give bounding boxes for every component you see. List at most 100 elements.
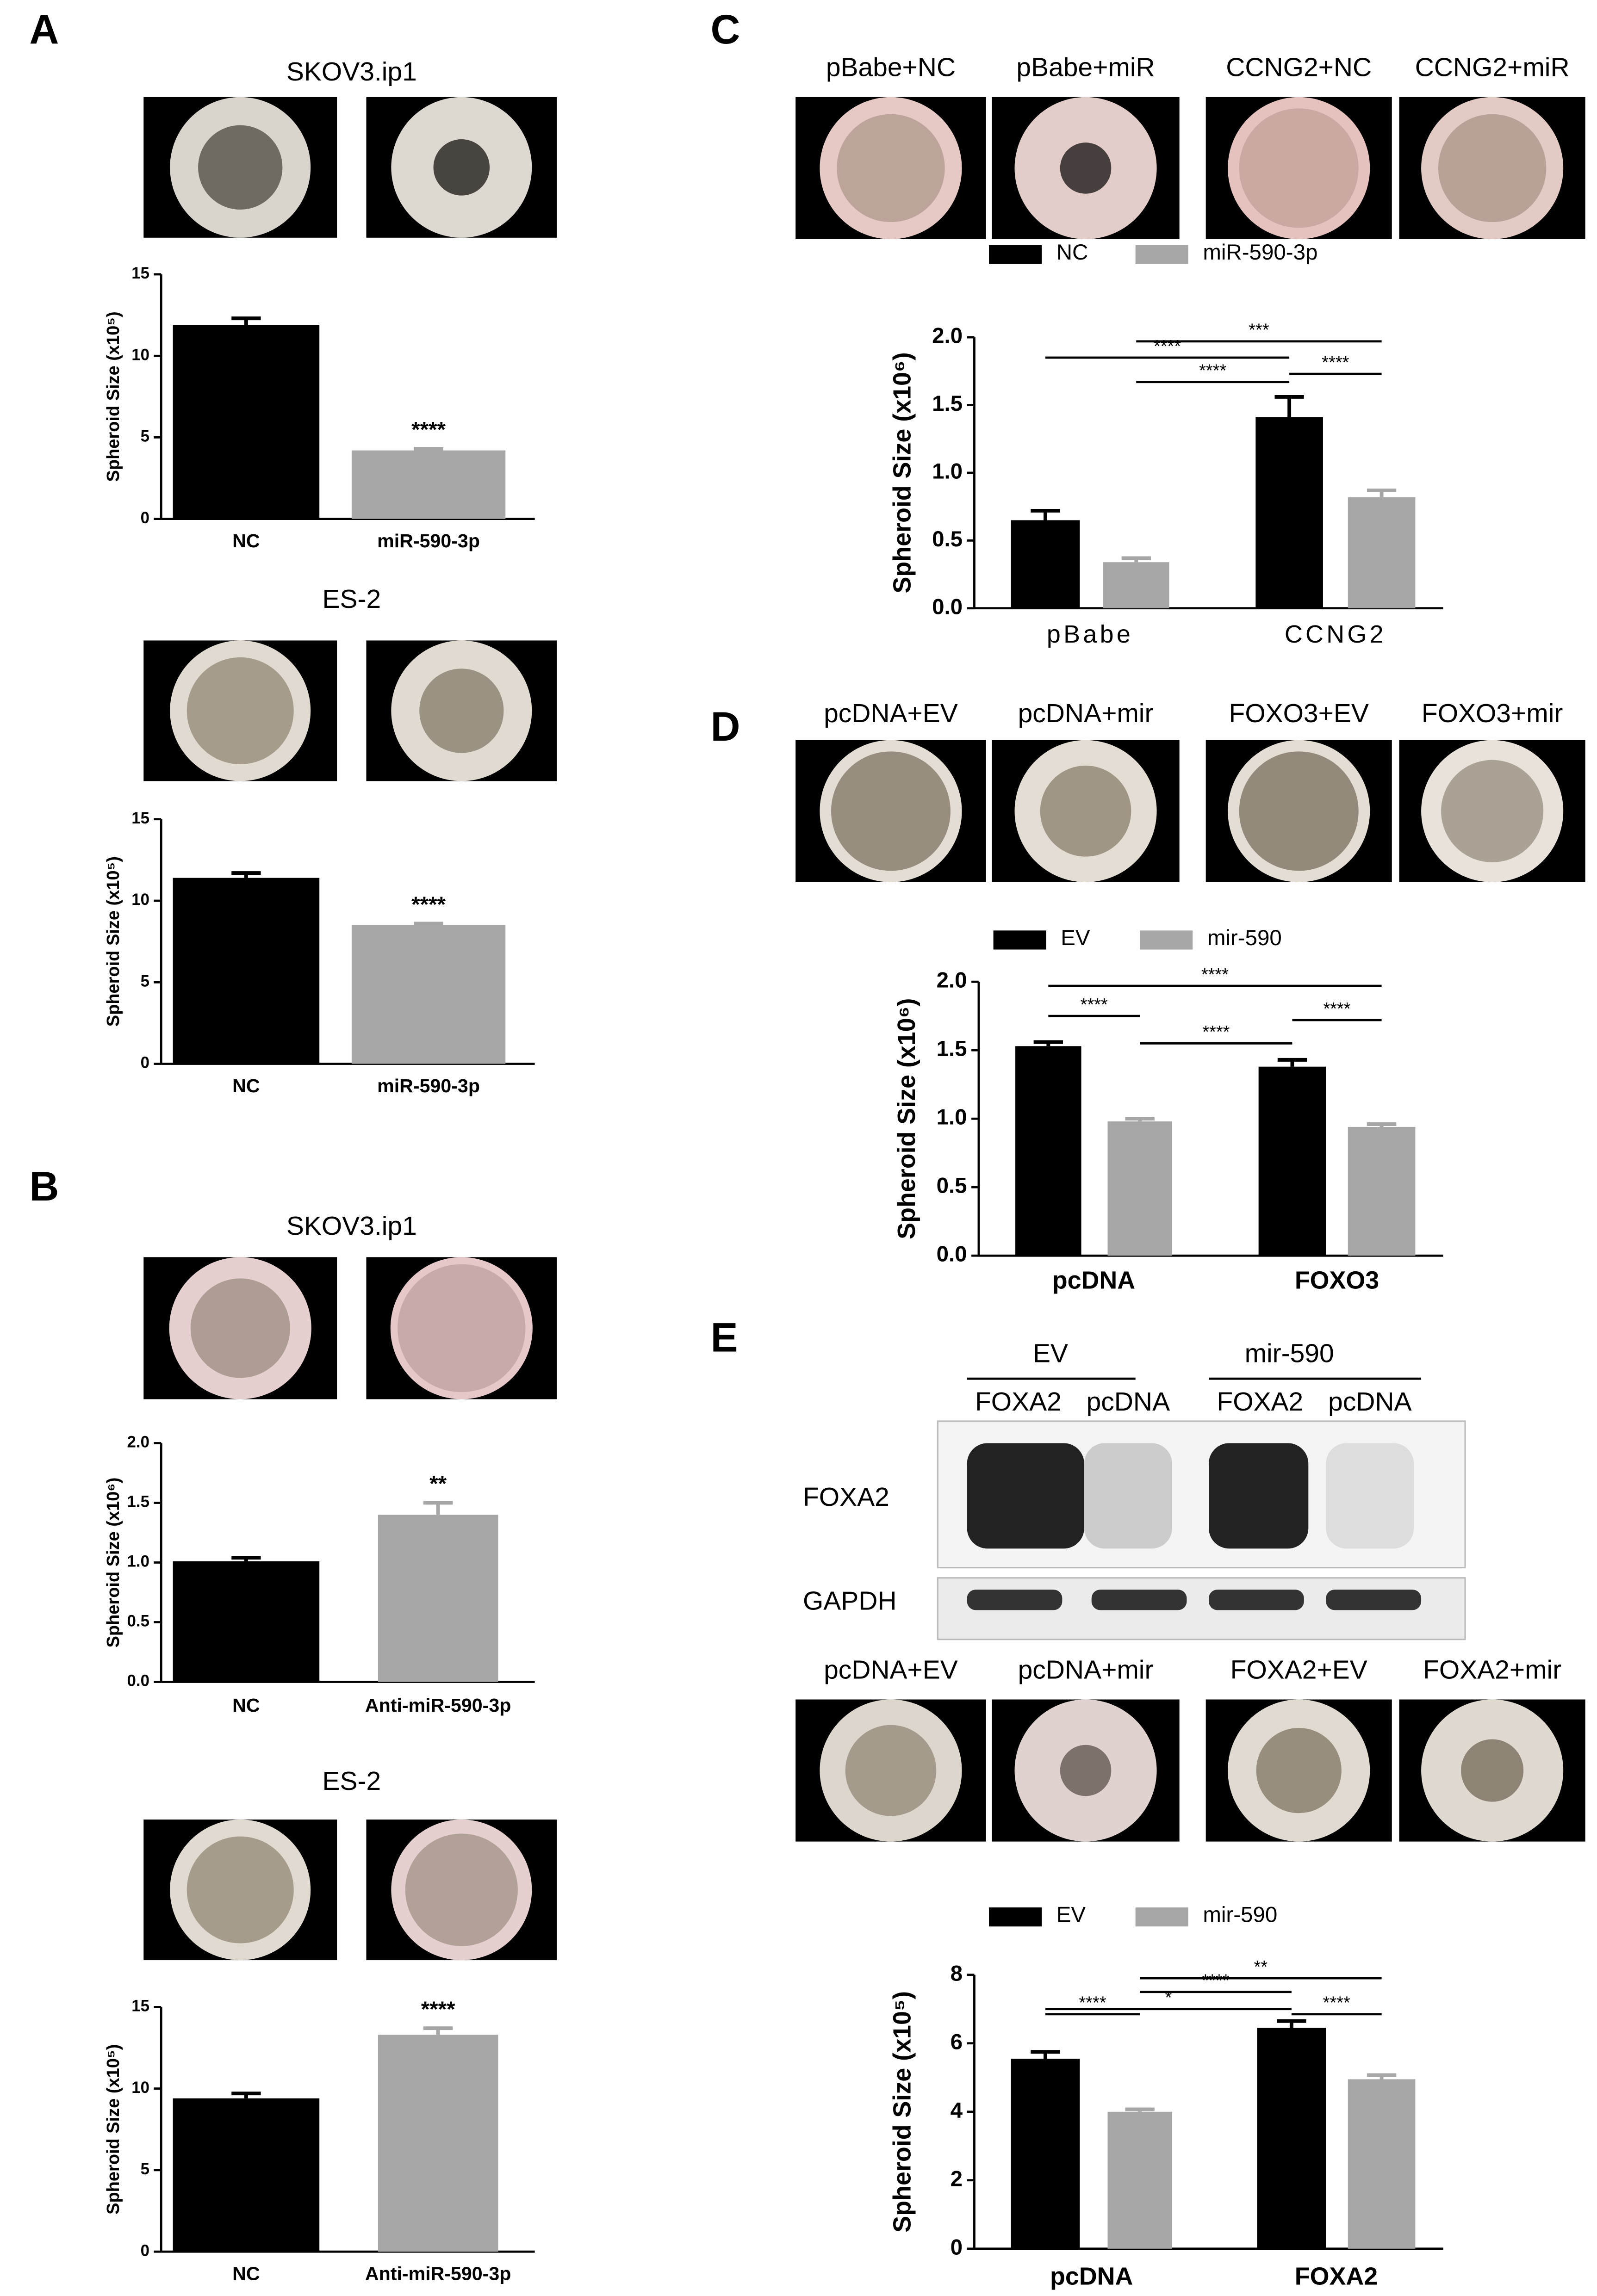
spheroid bbox=[186, 657, 294, 764]
y-tick-label: 0 bbox=[951, 2235, 963, 2259]
bar bbox=[1011, 520, 1080, 608]
significance: *** bbox=[1249, 321, 1269, 340]
y-tick-label: 2 bbox=[951, 2166, 963, 2191]
x-tick-label: pcDNA bbox=[1050, 2262, 1133, 2290]
error-bar bbox=[1031, 508, 1060, 520]
blot-lane: FOXA2 bbox=[975, 1387, 1062, 1417]
error-bar bbox=[1277, 1058, 1307, 1067]
bar bbox=[1348, 1126, 1416, 1256]
blot-lane: FOXA2 bbox=[1217, 1387, 1303, 1417]
band bbox=[1208, 1590, 1304, 1610]
y-tick-label: 0.5 bbox=[932, 527, 963, 551]
significance: * bbox=[1165, 1988, 1172, 2008]
spheroid bbox=[398, 1264, 526, 1392]
y-axis-label: Spheroid Size (x10⁵) bbox=[104, 311, 123, 482]
image-caption: FOXA2+EV bbox=[1230, 1655, 1367, 1684]
error-bar bbox=[1033, 1040, 1063, 1046]
bar bbox=[1015, 1046, 1081, 1256]
blot-lane: pcDNA bbox=[1087, 1387, 1170, 1417]
y-tick-label: 1.5 bbox=[127, 1493, 149, 1511]
image-caption: pcDNA+EV bbox=[824, 699, 958, 728]
y-tick-label: 0.0 bbox=[937, 1242, 967, 1267]
blot-lane: pcDNA bbox=[1328, 1387, 1411, 1417]
chart-title: ES-2 bbox=[323, 1766, 381, 1796]
legend-swatch bbox=[1140, 930, 1193, 950]
bar bbox=[1107, 1121, 1172, 1256]
y-axis-label: Spheroid Size (x10⁵) bbox=[104, 856, 123, 1027]
x-tick-label: NC bbox=[232, 2263, 260, 2284]
significance: **** bbox=[1323, 999, 1350, 1019]
y-tick-label: 0.0 bbox=[127, 1672, 149, 1690]
spheroid bbox=[1461, 1739, 1524, 1802]
bar bbox=[173, 325, 320, 519]
y-tick-label: 0.5 bbox=[937, 1174, 967, 1198]
spheroid bbox=[1256, 1727, 1342, 1813]
y-tick-label: 5 bbox=[141, 427, 149, 446]
panel-label: E bbox=[711, 1314, 738, 1360]
image-caption: pcDNA+EV bbox=[824, 1655, 958, 1684]
y-axis-label: Spheroid Size (x10⁶) bbox=[889, 352, 916, 593]
y-tick-label: 2.0 bbox=[937, 968, 967, 993]
chart-title: SKOV3.ip1 bbox=[286, 57, 417, 87]
bar bbox=[1348, 497, 1416, 608]
y-tick-label: 4 bbox=[951, 2098, 963, 2123]
spheroid bbox=[433, 139, 490, 196]
y-axis-label: Spheroid Size (x10⁶) bbox=[104, 1478, 123, 1648]
y-tick-label: 5 bbox=[141, 2160, 149, 2178]
legend-label: mir-590 bbox=[1207, 926, 1282, 950]
bar bbox=[351, 450, 506, 519]
y-tick-label: 15 bbox=[131, 809, 149, 827]
spheroid bbox=[186, 1836, 294, 1943]
image-caption: FOXA2+mir bbox=[1423, 1655, 1561, 1684]
significance: **** bbox=[1081, 995, 1108, 1015]
bar bbox=[1258, 1066, 1326, 1256]
x-tick-label: pBabe bbox=[1047, 620, 1133, 648]
band bbox=[1091, 1590, 1187, 1610]
y-tick-label: 0.5 bbox=[127, 1612, 149, 1630]
y-tick-label: 6 bbox=[951, 2030, 963, 2054]
y-tick-label: 5 bbox=[141, 972, 149, 990]
image-caption: pcDNA+mir bbox=[1018, 1655, 1154, 1684]
error-bar bbox=[1125, 2107, 1155, 2112]
x-tick-label: NC bbox=[232, 1075, 260, 1096]
significance: **** bbox=[1154, 337, 1181, 356]
y-tick-label: 15 bbox=[131, 1997, 149, 2015]
image-caption: pBabe+NC bbox=[826, 53, 956, 82]
x-tick-label: miR-590-3p bbox=[377, 530, 480, 551]
significance: **** bbox=[1323, 1993, 1350, 2013]
significance: **** bbox=[421, 1997, 455, 2022]
bar bbox=[1103, 562, 1169, 608]
image-caption: CCNG2+miR bbox=[1415, 53, 1570, 82]
x-tick-label: Anti-miR-590-3p bbox=[365, 2263, 511, 2284]
error-bar bbox=[1367, 489, 1397, 497]
y-tick-label: 1.0 bbox=[127, 1553, 149, 1571]
band bbox=[1326, 1443, 1414, 1549]
spheroid bbox=[198, 125, 283, 210]
error-bar bbox=[1274, 395, 1304, 417]
image-caption: CCNG2+NC bbox=[1226, 53, 1372, 82]
significance: **** bbox=[1322, 353, 1349, 372]
error-bar bbox=[231, 871, 261, 878]
y-axis-label: Spheroid Size (x10⁵) bbox=[889, 1991, 916, 2233]
blot-row-label: GAPDH bbox=[803, 1586, 897, 1616]
x-tick-label: NC bbox=[232, 1695, 260, 1716]
significance: **** bbox=[411, 892, 446, 917]
significance: ** bbox=[429, 1472, 447, 1496]
image-caption: FOXO3+EV bbox=[1229, 699, 1369, 728]
legend-label: EV bbox=[1056, 1903, 1086, 1927]
legend-swatch bbox=[1135, 245, 1188, 264]
bar bbox=[378, 2035, 498, 2252]
error-bar bbox=[231, 1556, 261, 1561]
error-bar bbox=[414, 447, 443, 451]
significance: **** bbox=[1202, 1971, 1229, 1991]
y-axis-label: Spheroid Size (x10⁶) bbox=[893, 998, 920, 1239]
y-axis-label: Spheroid Size (x10⁵) bbox=[104, 2044, 123, 2215]
legend-swatch bbox=[989, 1907, 1042, 1927]
error-bar bbox=[231, 2092, 261, 2098]
bar bbox=[1257, 2028, 1326, 2249]
significance: **** bbox=[1202, 1022, 1230, 1042]
spheroid bbox=[1239, 751, 1359, 871]
chart-title: SKOV3.ip1 bbox=[286, 1211, 417, 1241]
error-bar bbox=[423, 1501, 453, 1515]
y-tick-label: 2.0 bbox=[932, 324, 963, 348]
